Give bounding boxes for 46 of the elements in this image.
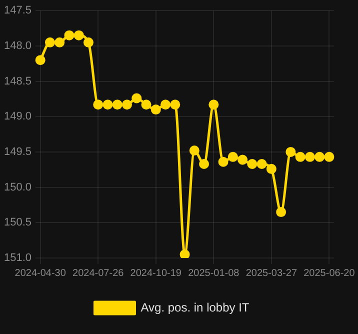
y-tick-label: 148.5 xyxy=(4,75,32,88)
y-tick-label: 149.0 xyxy=(4,110,32,123)
x-tick-label: 2025-01-08 xyxy=(188,268,240,279)
point xyxy=(93,100,104,110)
x-tick-label: 2024-07-26 xyxy=(72,268,124,279)
point xyxy=(304,152,315,162)
point xyxy=(44,37,55,48)
x-tick-label: 2025-03-27 xyxy=(246,268,298,279)
point xyxy=(112,100,122,110)
y-tick-label: 148.0 xyxy=(4,40,32,52)
point xyxy=(238,154,248,165)
point xyxy=(286,146,296,157)
point xyxy=(160,100,171,110)
point xyxy=(83,37,94,48)
point xyxy=(276,207,286,218)
y-tick-label: 149.5 xyxy=(4,146,32,158)
point xyxy=(180,249,190,258)
y-tick-label: 150.5 xyxy=(4,216,32,229)
point xyxy=(74,30,84,40)
point xyxy=(218,156,228,167)
point xyxy=(314,152,325,162)
point xyxy=(132,93,142,104)
y-tick-label: 151.0 xyxy=(4,252,32,264)
point xyxy=(247,158,258,169)
x-tick-label: 2025-06-20 xyxy=(304,268,356,279)
x-tick-label: 2024-04-30 xyxy=(14,268,66,279)
point xyxy=(199,158,210,169)
x-tick-label: 2024-10-19 xyxy=(130,268,182,279)
y-tick-label: 147.5 xyxy=(4,4,32,17)
point xyxy=(122,100,132,110)
y-tick-label: 150.0 xyxy=(4,181,32,194)
point xyxy=(54,37,65,48)
point xyxy=(150,104,161,115)
point xyxy=(141,100,152,110)
point xyxy=(170,100,180,110)
point xyxy=(208,100,219,110)
point xyxy=(35,55,46,66)
point xyxy=(228,152,238,162)
point xyxy=(295,152,306,162)
point xyxy=(102,100,113,110)
point xyxy=(266,164,276,174)
point xyxy=(256,158,267,169)
point xyxy=(189,146,200,156)
point xyxy=(64,30,74,40)
legend-label: Avg. pos. in lobby IT xyxy=(140,300,250,314)
point xyxy=(324,152,334,162)
